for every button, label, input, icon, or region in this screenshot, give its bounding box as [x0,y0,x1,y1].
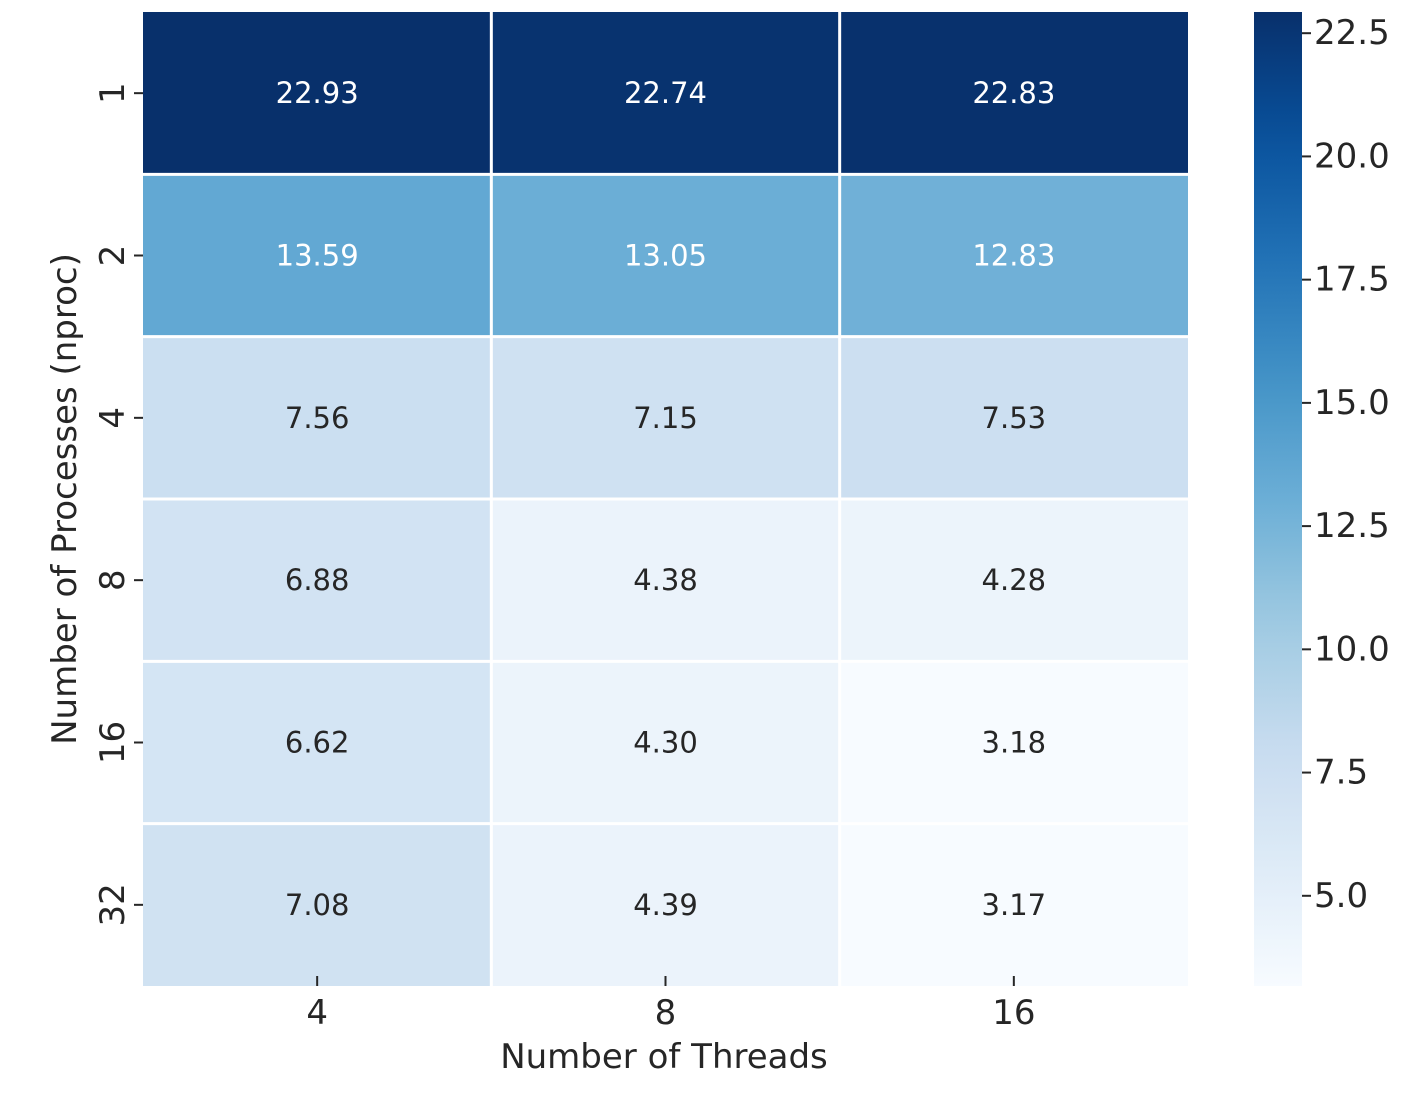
cell-value-label: 22.83 [972,76,1055,110]
heatmap-cell-r1-c4 [143,12,492,175]
x-tick-label: 4 [306,993,328,1033]
heatmap-cell-r8-c4 [143,499,492,662]
colorbar-tick-label: 20.0 [1314,136,1390,176]
heatmap-cell-r4-c4 [143,336,492,499]
cell-value-label: 4.38 [633,563,698,597]
cell-value-label: 7.53 [982,401,1047,435]
heatmap-cell-r2-c4 [143,174,492,337]
heatmap-cell-r1-c8 [491,12,840,175]
colorbar: 5.0 7.5 10.0 12.5 15.0 17.5 20.0 22.5 [1254,12,1390,986]
heatmap-cell-r32-c8 [491,823,840,986]
y-tick-label: 16 [93,721,133,764]
cell-value-label: 22.93 [276,76,359,110]
y-tick-label: 8 [93,569,133,591]
colorbar-tick-label: 12.5 [1314,506,1390,546]
heatmap-cell-r16-c16 [839,661,1188,824]
heatmap-cell-r2-c8 [491,174,840,337]
cell-value-label: 4.28 [982,563,1047,597]
colorbar-tick-label: 17.5 [1314,260,1390,300]
x-axis-label: Number of Threads [500,1037,828,1077]
cell-value-label: 13.59 [276,239,359,273]
cell-value-label: 7.56 [285,401,350,435]
colorbar-tick-label: 7.5 [1314,753,1368,793]
heatmap-cells [143,12,1188,986]
colorbar-tick-label: 10.0 [1314,629,1390,669]
heatmap-cell-borders [143,12,1188,986]
cell-value-label: 7.08 [285,888,350,922]
y-tick-label: 32 [93,883,133,926]
heatmap-cell-r4-c8 [491,336,840,499]
heatmap-cell-r32-c4 [143,823,492,986]
x-tick-label: 16 [992,993,1035,1033]
cell-value-label: 7.15 [633,401,698,435]
heatmap-cell-r16-c8 [491,661,840,824]
colorbar-tick-label: 22.5 [1314,13,1390,53]
cell-value-label: 4.30 [633,726,698,760]
cell-value-label: 3.17 [982,888,1047,922]
y-tick-label: 4 [93,407,133,429]
cell-value-label: 6.62 [285,726,350,760]
heatmap-cell-r32-c16 [839,823,1188,986]
y-axis-label: Number of Processes (nproc) [45,253,85,745]
y-tick-label: 2 [93,245,133,267]
y-tick-label: 1 [93,82,133,104]
cell-value-label: 13.05 [624,239,707,273]
cell-value-label: 4.39 [633,888,698,922]
x-tick-label: 8 [655,993,677,1033]
x-axis: 4 8 16 [306,976,1035,1033]
heatmap-cell-r16-c4 [143,661,492,824]
cell-value-label: 6.88 [285,563,350,597]
heatmap-cell-r8-c16 [839,499,1188,662]
heatmap-cell-labels: 22.93 22.74 22.83 13.59 13.05 12.83 7.56 7.15 7.… [276,76,1056,922]
colorbar-tick-label: 5.0 [1314,876,1368,916]
cell-value-label: 12.83 [972,239,1055,273]
cell-value-label: 22.74 [624,76,707,110]
colorbar-gradient [1254,12,1302,986]
heatmap-cell-r8-c8 [491,499,840,662]
y-axis: 1 2 4 8 16 32 [93,82,143,926]
colorbar-tick-label: 15.0 [1314,383,1390,423]
heatmap-cell-r1-c16 [839,12,1188,175]
heatmap-cell-r2-c16 [839,174,1188,337]
cell-value-label: 3.18 [982,726,1047,760]
heatmap-cell-r4-c16 [839,336,1188,499]
